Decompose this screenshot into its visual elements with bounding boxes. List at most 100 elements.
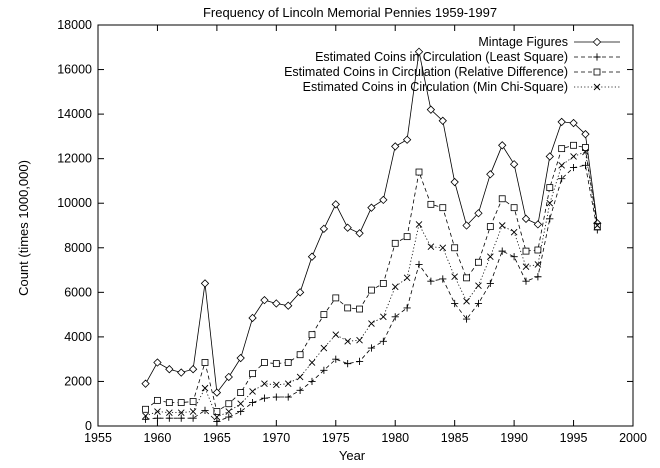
series-4-point	[427, 243, 435, 250]
series-2-point	[213, 417, 221, 426]
series-2-point	[165, 414, 173, 422]
series-3-point	[249, 370, 256, 378]
series-3-point	[570, 141, 577, 149]
y-tick-label: 6000	[64, 285, 92, 299]
series-3-point	[177, 399, 185, 407]
series-3-point	[427, 200, 435, 208]
series-1-point	[236, 353, 245, 363]
series-3-point	[237, 389, 245, 396]
series-4-point	[249, 388, 256, 395]
series-2-point	[189, 414, 197, 422]
series-2-point	[367, 344, 376, 352]
series-2-line	[145, 164, 598, 422]
series-4-point	[284, 380, 292, 387]
series-4-point	[273, 381, 280, 389]
series-4-point	[237, 400, 244, 408]
series-4-point	[356, 336, 363, 344]
series-1-point	[141, 379, 150, 388]
series-1-point	[367, 203, 376, 212]
series-2-point	[225, 413, 233, 421]
series-4-point	[582, 148, 589, 156]
series-3	[142, 141, 601, 415]
series-4-point	[498, 222, 506, 229]
series-3-point	[582, 144, 589, 151]
series-2-point	[284, 393, 292, 401]
series-4-point	[213, 413, 221, 421]
series-4-point	[296, 373, 304, 381]
x-tick-label: 1980	[381, 431, 409, 445]
series-2-point	[498, 247, 506, 255]
series-3-point	[356, 305, 363, 313]
series-3-point	[344, 304, 352, 312]
series-2-point	[451, 299, 459, 308]
series-4-point	[332, 331, 340, 338]
series-1-point	[379, 195, 388, 205]
x-tick-label: 1975	[322, 431, 350, 445]
series-1-point	[521, 214, 531, 223]
x-tick-label: 1970	[262, 431, 290, 445]
series-4-point	[570, 153, 577, 160]
series-2-point	[248, 399, 257, 407]
series-2-point	[344, 360, 352, 368]
series-2-point	[355, 357, 364, 365]
series-2-point	[403, 304, 411, 312]
series-2-point	[534, 273, 542, 281]
series-2-point	[237, 407, 245, 416]
series-1-point	[355, 229, 364, 238]
series-3-point	[261, 359, 268, 366]
series-3-point	[225, 400, 233, 408]
series-4-point	[225, 408, 233, 415]
series-4-point	[368, 320, 375, 327]
y-tick-label: 16000	[57, 63, 92, 77]
series-2-point	[177, 414, 185, 422]
series-2-point	[296, 386, 304, 394]
series-2-point	[391, 313, 399, 321]
series-4	[142, 148, 601, 421]
series-4-point	[403, 274, 411, 282]
series-1-point	[248, 313, 257, 323]
series-layer	[141, 47, 602, 426]
series-4-point	[451, 273, 458, 281]
series-2-point	[201, 406, 209, 415]
series-4-point	[415, 221, 423, 228]
series-4-point	[475, 282, 482, 289]
series-3-point	[522, 247, 530, 255]
series-1-point	[224, 372, 233, 382]
series-3-point	[189, 398, 197, 405]
series-4-line	[145, 151, 598, 418]
series-3-line	[145, 144, 598, 413]
series-3-point	[439, 204, 447, 212]
series-3-point	[142, 405, 149, 413]
series-3-point	[534, 246, 542, 254]
series-1-point	[426, 105, 436, 114]
series-3-point	[272, 360, 280, 368]
series-4-point	[439, 244, 447, 252]
y-tick-label: 14000	[57, 107, 92, 121]
series-4-point	[166, 409, 173, 416]
legend-marker	[593, 83, 601, 91]
series-1-point	[272, 299, 281, 308]
series-4-point	[487, 253, 494, 261]
series-3-point	[308, 331, 316, 339]
y-tick-label: 18000	[57, 18, 92, 32]
series-1-point	[486, 170, 495, 179]
series-3-point	[451, 244, 459, 252]
y-tick-label: 2000	[64, 374, 92, 388]
series-4-point	[546, 199, 554, 207]
series-1-point	[319, 224, 329, 234]
series-4-point	[594, 222, 601, 229]
y-tick-label: 12000	[57, 152, 92, 166]
x-tick-label: 1955	[84, 431, 112, 445]
y-tick-label: 8000	[64, 241, 92, 255]
y-tick-label: 4000	[64, 330, 92, 344]
series-3-point	[593, 223, 601, 231]
series-1-point	[307, 252, 317, 261]
series-1-line	[145, 51, 598, 394]
series-2-point	[379, 337, 387, 345]
y-axis: 0 2000 4000 6000 8000 10000 12000 14000 16000 180…	[57, 18, 633, 433]
series-2-point	[153, 414, 162, 422]
series-4-point	[510, 228, 518, 236]
series-4-point	[189, 408, 197, 415]
